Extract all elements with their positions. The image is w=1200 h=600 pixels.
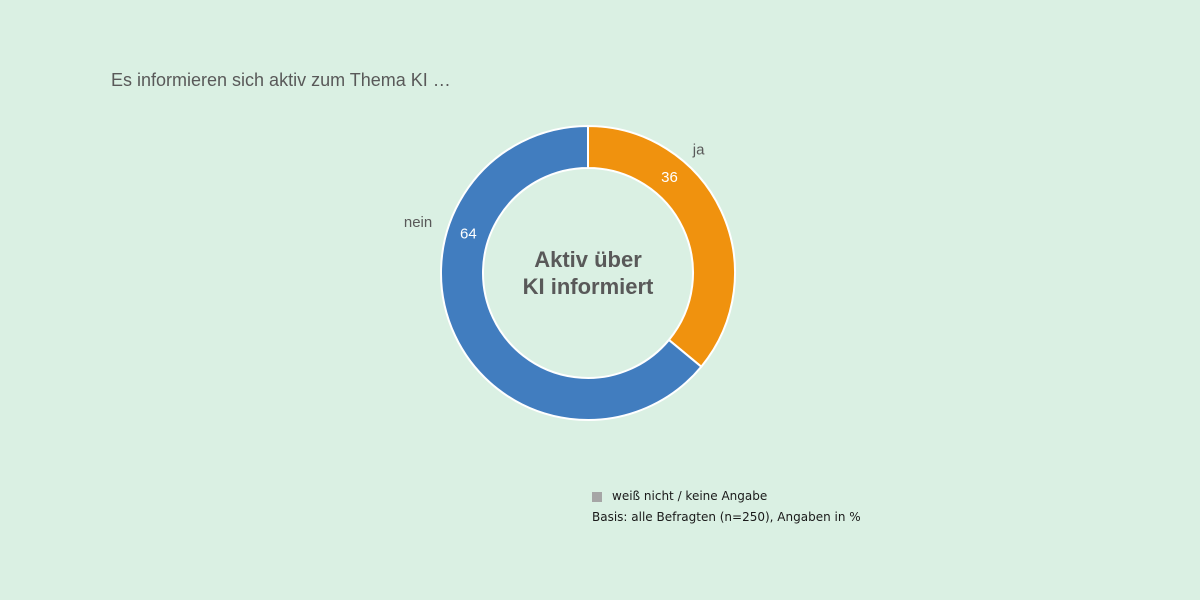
slice-labels: 36 ja 64 nein (404, 141, 705, 242)
legend-item-dont-know: weiß nicht / keine Angabe (592, 486, 861, 507)
data-label-nein: 64 (460, 225, 477, 242)
legend: weiß nicht / keine Angabe Basis: alle Be… (592, 486, 861, 528)
center-label-line-1: Aktiv über (534, 247, 642, 272)
center-label-line-2: KI informiert (523, 274, 654, 299)
base-note: Basis: alle Befragten (n=250), Angaben i… (592, 510, 861, 524)
slice-nein (440, 124, 703, 421)
category-label-nein: nein (404, 214, 432, 231)
legend-label: weiß nicht / keine Angabe (612, 489, 768, 503)
legend-swatch (592, 491, 602, 502)
data-label-ja: 36 (661, 169, 678, 186)
slice-ja (587, 124, 736, 369)
donut-slices (440, 124, 736, 421)
chart-title: Es informieren sich aktiv zum Thema KI … (111, 70, 451, 90)
category-label-ja: ja (692, 141, 705, 158)
